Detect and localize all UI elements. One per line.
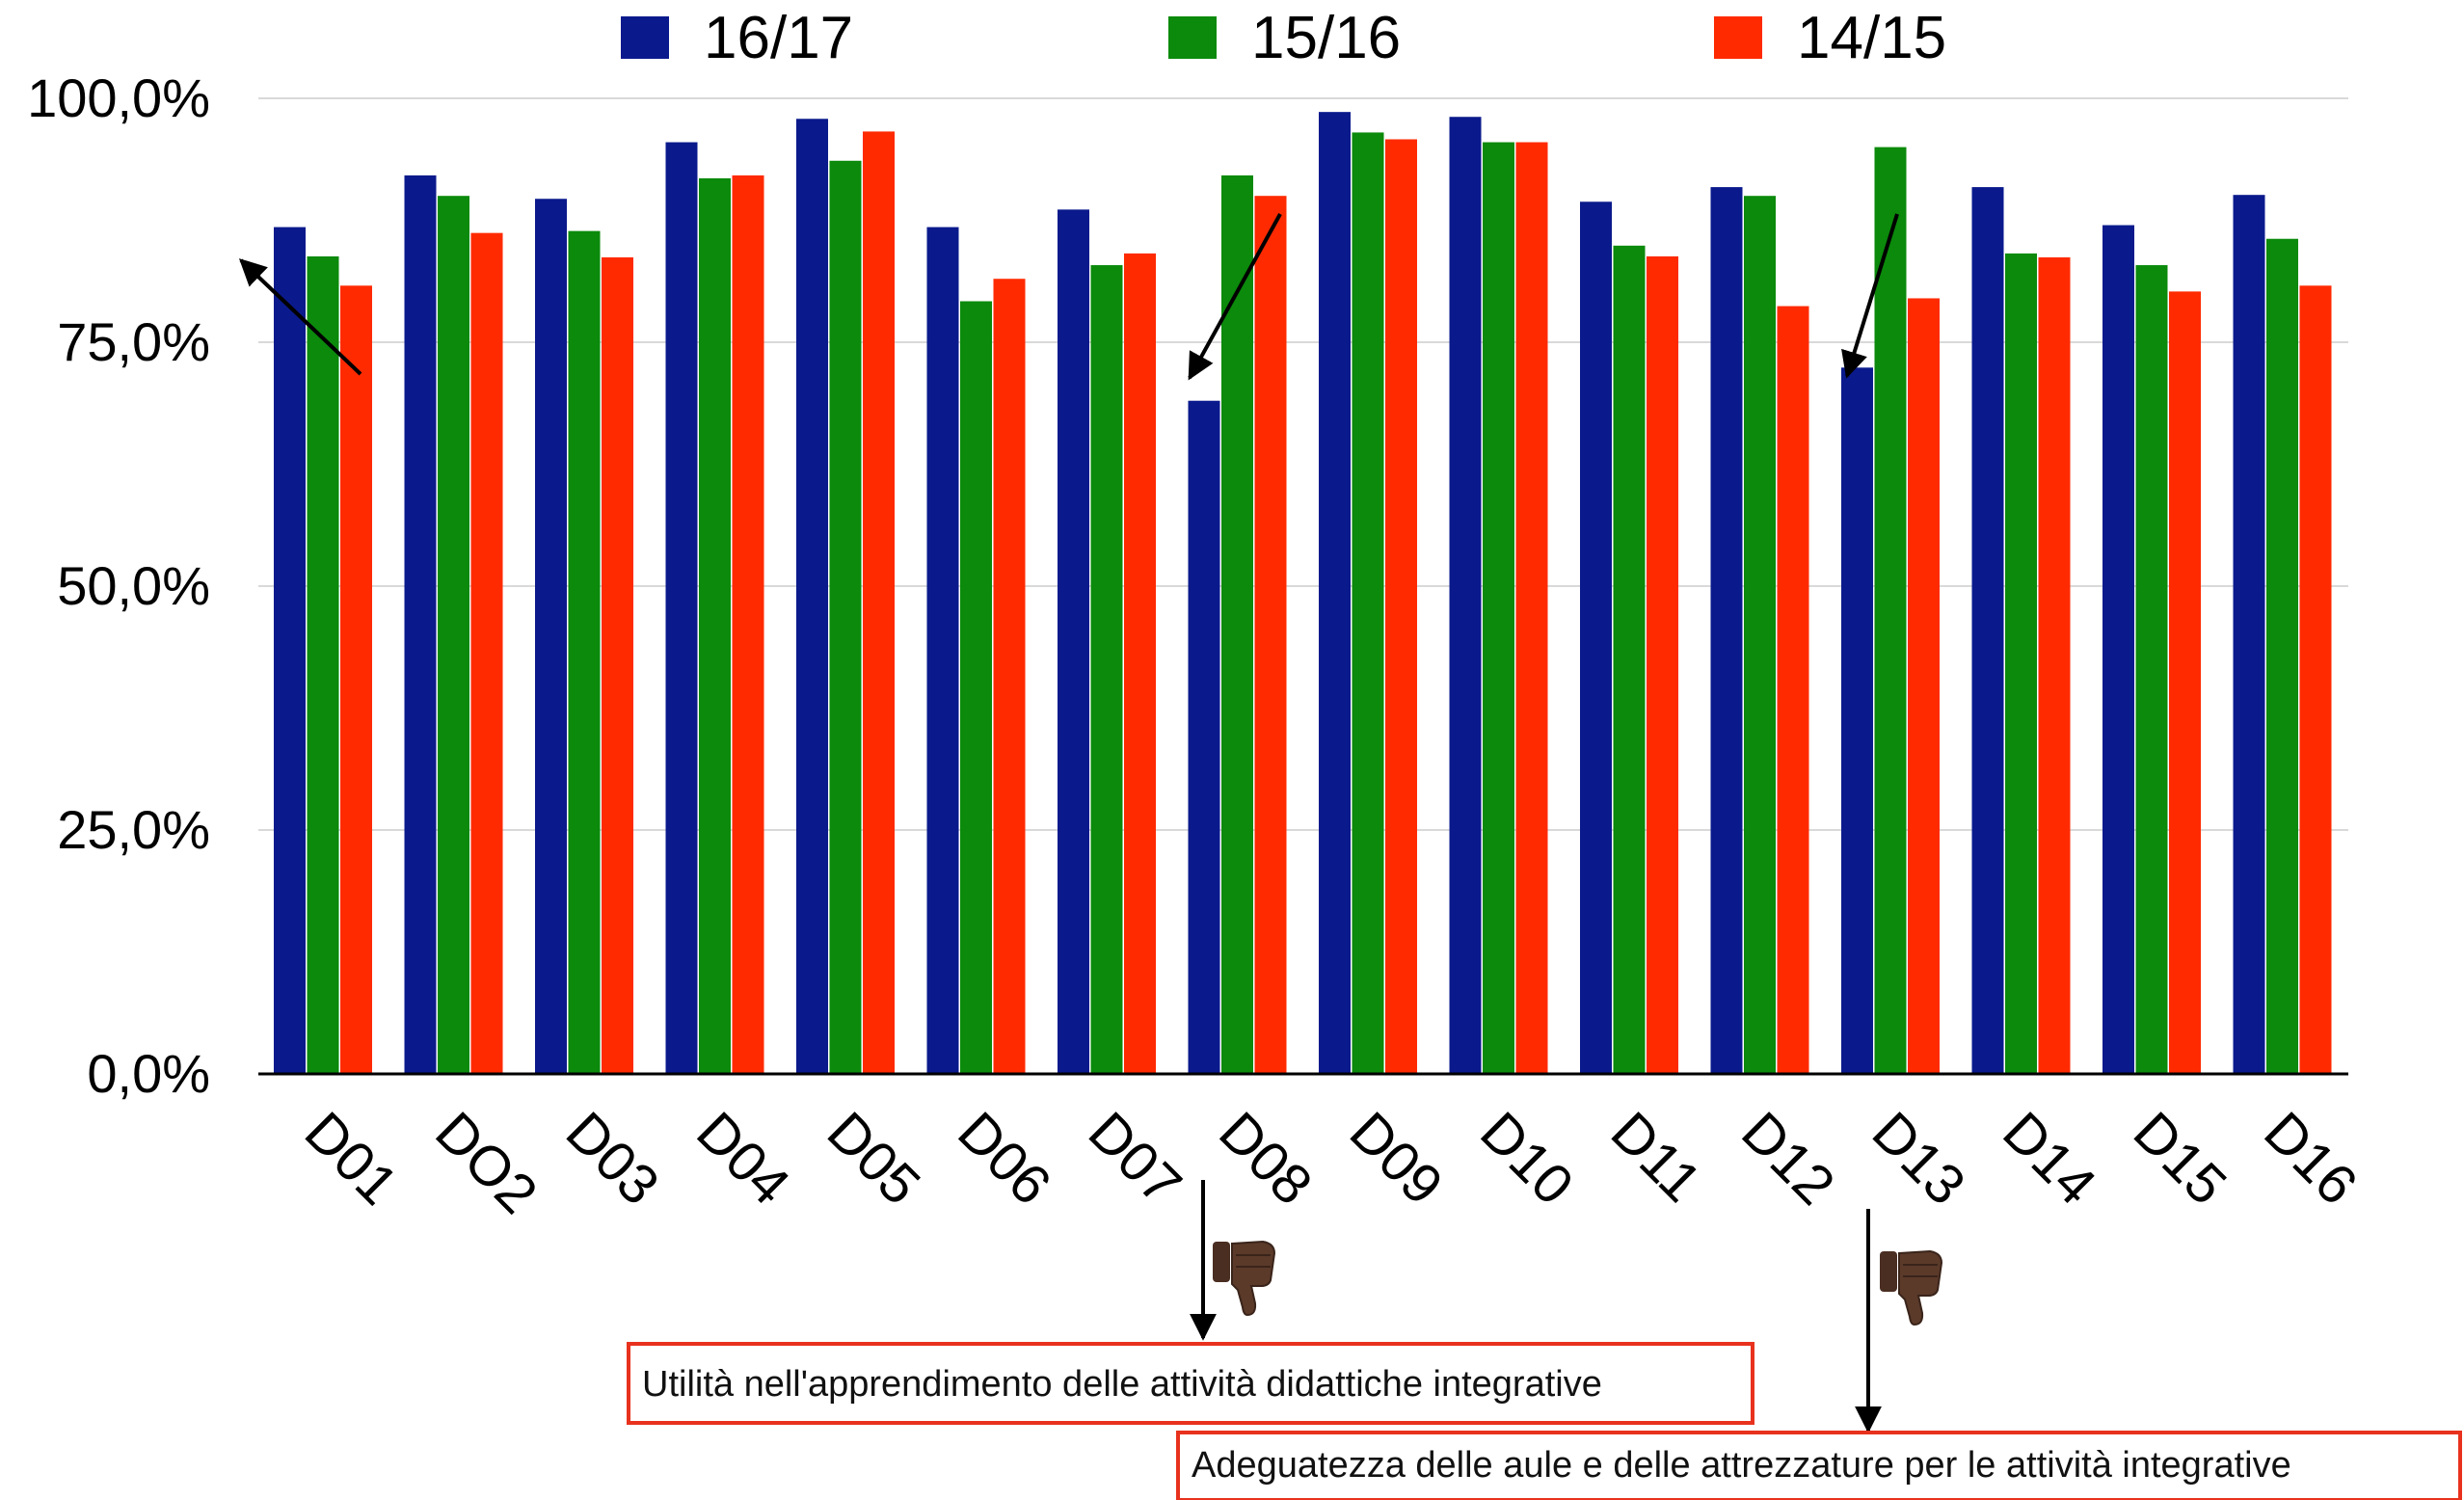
bar-d14-14-15 — [2039, 257, 2071, 1074]
legend: 16/17 15/16 14/15 — [621, 5, 1946, 71]
bar-d15-16-17 — [2102, 226, 2134, 1074]
x-tick-label: D05 — [816, 1100, 932, 1217]
bar-d14-16-17 — [1972, 187, 2004, 1074]
bar-do2-15-16 — [438, 196, 469, 1074]
bar-d16-16-17 — [2234, 195, 2265, 1074]
bars — [274, 112, 2332, 1074]
thumbs-down-icon — [1880, 1251, 1942, 1325]
bar-d15-15-16 — [2136, 265, 2168, 1074]
bar-d07-16-17 — [1058, 209, 1089, 1074]
x-tick-label: D08 — [1207, 1100, 1324, 1217]
legend-swatch — [621, 16, 669, 59]
bar-d01-16-17 — [274, 228, 306, 1074]
x-tick-label: D10 — [1468, 1100, 1585, 1217]
x-tick-label: D14 — [1991, 1100, 2107, 1217]
y-tick-label: 25,0% — [57, 799, 210, 860]
y-tick-label: 50,0% — [57, 555, 210, 616]
legend-swatch — [1168, 16, 1217, 59]
bar-d09-15-16 — [1353, 132, 1384, 1074]
bar-d10-15-16 — [1483, 143, 1514, 1074]
x-tick-label: D06 — [946, 1100, 1062, 1217]
bar-d12-16-17 — [1711, 187, 1743, 1074]
bar-d03-15-16 — [569, 231, 601, 1074]
legend-label: 15/16 — [1251, 5, 1401, 71]
x-tick-label: D12 — [1729, 1100, 1846, 1217]
y-tick-label: 100,0% — [27, 67, 210, 128]
bar-d13-16-17 — [1841, 367, 1873, 1074]
bar-do2-16-17 — [405, 175, 437, 1074]
bar-do2-14-15 — [471, 233, 503, 1074]
x-tick-label: D03 — [554, 1100, 671, 1217]
annotation-text: Adeguatezza delle aule e delle attrezzat… — [1192, 1445, 2291, 1486]
bar-d03-14-15 — [602, 257, 633, 1074]
bar-d04-16-17 — [666, 143, 698, 1074]
bar-d06-15-16 — [960, 301, 992, 1074]
bar-d09-14-15 — [1385, 140, 1417, 1074]
bar-d05-15-16 — [830, 161, 862, 1074]
bar-d11-15-16 — [1614, 246, 1646, 1074]
bar-d13-15-16 — [1875, 147, 1907, 1074]
bar-d07-15-16 — [1091, 265, 1123, 1074]
bar-d04-14-15 — [733, 175, 764, 1074]
bar-d16-14-15 — [2300, 285, 2332, 1074]
bar-d03-16-17 — [535, 199, 567, 1074]
x-tick-label: D09 — [1338, 1100, 1455, 1217]
legend-swatch — [1714, 16, 1762, 59]
bar-d06-16-17 — [927, 228, 959, 1074]
legend-label: 14/15 — [1797, 5, 1946, 71]
bar-d01-14-15 — [340, 285, 372, 1074]
bar-d08-14-15 — [1255, 196, 1287, 1074]
x-tick-label: D01 — [293, 1100, 410, 1217]
x-tick-label: D04 — [684, 1100, 801, 1217]
bar-d10-16-17 — [1450, 117, 1482, 1074]
bar-d14-15-16 — [2005, 254, 2037, 1074]
legend-label: 16/17 — [704, 5, 853, 71]
annotations: Utilità nell'apprendimento delle attivit… — [629, 1242, 2460, 1500]
bar-d08-16-17 — [1189, 401, 1220, 1074]
bar-d04-15-16 — [699, 178, 731, 1074]
y-tick-label: 75,0% — [57, 311, 210, 372]
bar-d05-14-15 — [863, 131, 895, 1074]
bar-d11-16-17 — [1580, 201, 1612, 1074]
bar-d15-14-15 — [2169, 291, 2201, 1074]
bar-d12-14-15 — [1778, 307, 1809, 1074]
x-tick-label: DO2 — [423, 1100, 549, 1225]
x-tick-label: D15 — [2122, 1100, 2238, 1217]
bar-d07-14-15 — [1124, 254, 1156, 1074]
bar-d12-15-16 — [1744, 196, 1776, 1074]
bar-d05-16-17 — [796, 119, 828, 1074]
x-tick-label: D11 — [1599, 1100, 1713, 1214]
x-tick-label: D13 — [1861, 1100, 1977, 1217]
thumbs-down-icon — [1213, 1242, 1274, 1315]
bar-d06-14-15 — [994, 279, 1026, 1074]
bar-d13-14-15 — [1908, 298, 1940, 1074]
x-tick-label: D07 — [1077, 1100, 1193, 1217]
bar-d01-15-16 — [308, 256, 339, 1074]
x-tick-label: D16 — [2252, 1100, 2369, 1217]
y-tick-label: 0,0% — [87, 1043, 210, 1104]
bar-d11-14-15 — [1647, 256, 1678, 1074]
bar-d09-16-17 — [1319, 112, 1351, 1074]
bar-d10-14-15 — [1516, 143, 1548, 1074]
annotation-text: Utilità nell'apprendimento delle attivit… — [642, 1364, 1602, 1405]
bar-d16-15-16 — [2266, 239, 2298, 1074]
